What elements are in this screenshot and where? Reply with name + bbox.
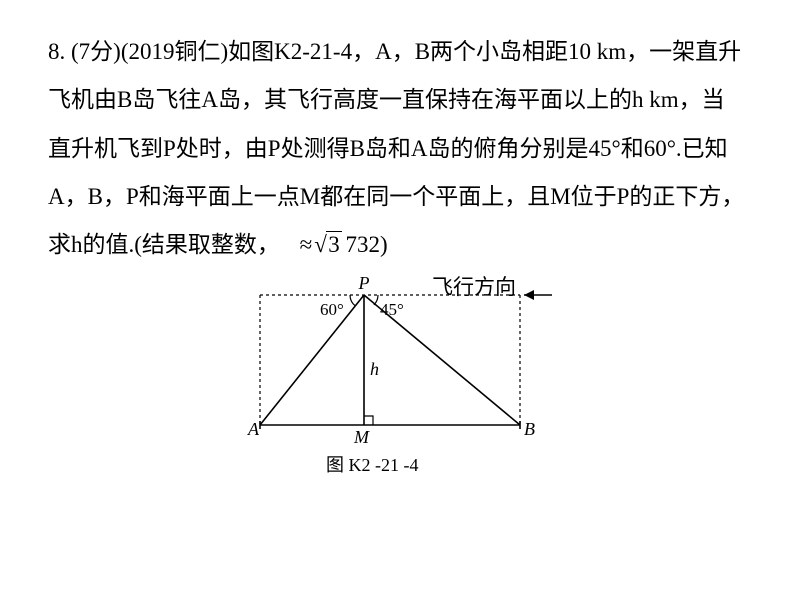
label-P: P: [358, 275, 370, 293]
problem-source: (2019铜仁): [121, 39, 228, 64]
label-45deg: 45°: [380, 300, 404, 319]
label-B: B: [524, 419, 535, 439]
label-60deg: 60°: [320, 300, 344, 319]
label-M: M: [353, 427, 370, 447]
arc-45: [374, 295, 378, 305]
approx-symbol: ≈: [300, 232, 313, 257]
figure-caption: 图 K2 -21 -4: [326, 451, 419, 477]
problem-body: 如图K2-21-4，A，B两个小岛相距10 km，一架直升飞机由B岛飞往A岛，其…: [48, 39, 744, 257]
problem-number: 8.: [48, 39, 65, 64]
sqrt-value: 732): [346, 232, 388, 257]
right-angle-marker: [364, 416, 373, 425]
segment-AP: [260, 295, 364, 425]
problem-points: (7分): [71, 39, 121, 64]
label-A: A: [247, 419, 260, 439]
sqrt-expression: 3: [314, 221, 342, 269]
flight-arrow-head: [524, 290, 534, 300]
label-h: h: [370, 359, 379, 379]
geometry-figure: P A B M 60° 45° h: [240, 275, 560, 465]
arc-60: [350, 295, 355, 306]
sqrt-radicand: 3: [326, 231, 342, 257]
figure-area: P A B M 60° 45° h 飞行方向 图 K2 -21 -4: [0, 275, 794, 505]
flight-direction-label: 飞行方向: [432, 271, 516, 301]
problem-text: 8. (7分)(2019铜仁)如图K2-21-4，A，B两个小岛相距10 km，…: [0, 0, 794, 269]
